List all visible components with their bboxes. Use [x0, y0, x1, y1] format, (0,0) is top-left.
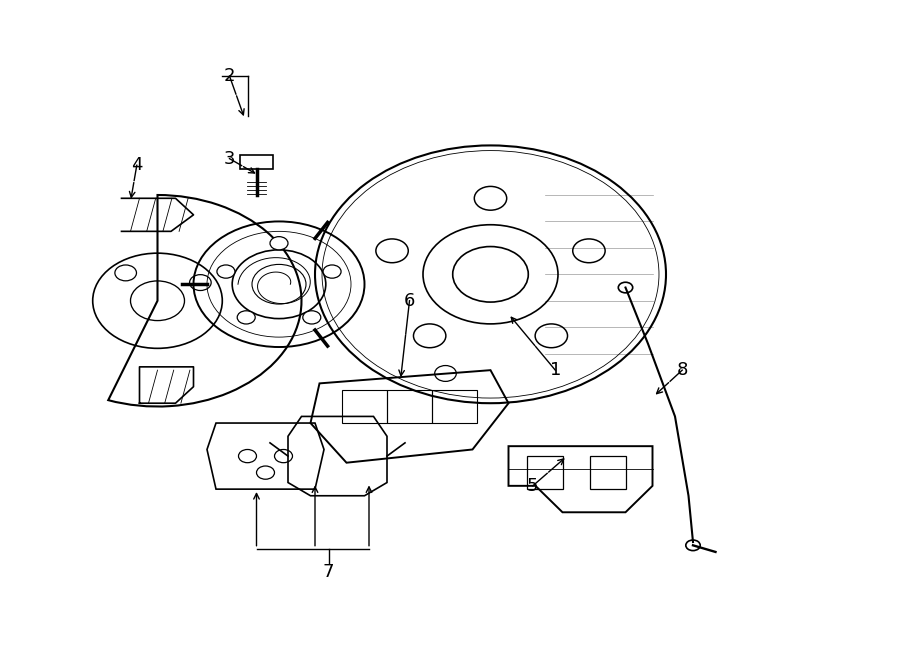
Text: 3: 3 [224, 149, 235, 168]
Circle shape [323, 265, 341, 278]
Text: 6: 6 [404, 292, 415, 310]
Text: 1: 1 [550, 361, 561, 379]
Circle shape [238, 311, 256, 324]
Circle shape [686, 540, 700, 551]
Circle shape [270, 237, 288, 250]
Circle shape [217, 265, 235, 278]
Circle shape [302, 311, 320, 324]
Text: 5: 5 [527, 477, 538, 495]
Text: 7: 7 [323, 563, 334, 581]
Text: 2: 2 [224, 67, 235, 85]
Text: 8: 8 [677, 361, 688, 379]
Text: 4: 4 [131, 156, 142, 175]
Circle shape [618, 282, 633, 293]
